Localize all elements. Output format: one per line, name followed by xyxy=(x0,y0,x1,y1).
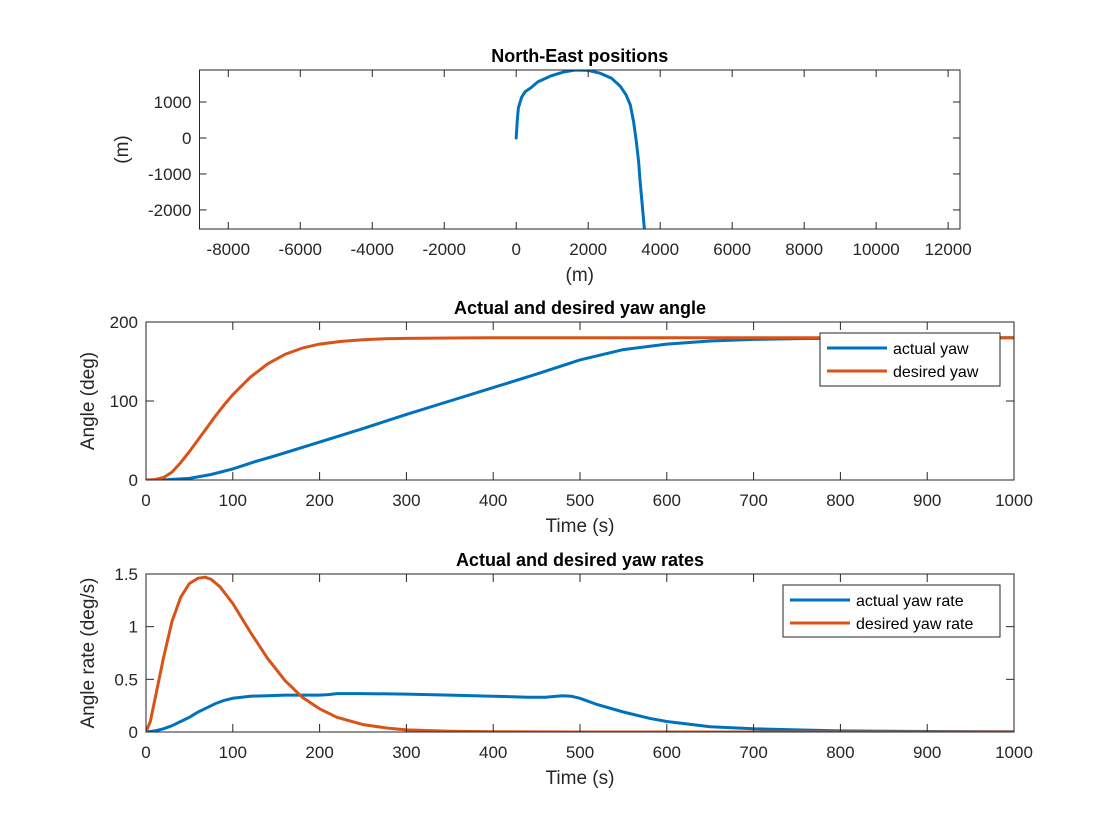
x-tick-label: 500 xyxy=(566,491,594,510)
legend-box xyxy=(819,332,1001,387)
x-tick-label: 800 xyxy=(826,743,854,762)
y-axis-label: Angle (deg) xyxy=(78,352,99,450)
y-tick-label: 1 xyxy=(129,618,138,637)
x-tick-label: 700 xyxy=(739,491,767,510)
x-tick-label: 900 xyxy=(913,743,941,762)
axes-background xyxy=(199,70,960,229)
axes-box xyxy=(145,321,1015,481)
series-line-desired-yaw-rate xyxy=(146,575,1014,732)
legend[interactable]: actual yaw desired yaw xyxy=(819,332,1001,387)
x-tick-label: 600 xyxy=(653,743,681,762)
subplot-1: -8000 -6000 -4000 -2000 0 2000 4000 6000 8000 100… xyxy=(112,46,972,286)
chart-title: Actual and desired yaw rates xyxy=(456,550,704,570)
series-line-actual-yaw-rate xyxy=(146,692,1014,732)
y-axis-label: (m) xyxy=(112,135,133,163)
x-tick-label: 800 xyxy=(826,491,854,510)
x-tick-label: 300 xyxy=(392,743,420,762)
series-group xyxy=(146,336,1014,480)
legend-box xyxy=(782,584,1001,638)
x-axis-label: Time (s) xyxy=(546,768,615,789)
chart-title: Actual and desired yaw angle xyxy=(454,298,706,318)
x-tick-label: -2000 xyxy=(422,240,465,259)
x-tick-label: 2000 xyxy=(569,240,607,259)
x-tick-label: 12000 xyxy=(924,240,971,259)
y-tick-label: -2000 xyxy=(148,201,191,220)
x-tick-label: 100 xyxy=(219,491,247,510)
x-tick-label: 0 xyxy=(511,240,520,259)
y-tick-label: 0.5 xyxy=(114,670,138,689)
legend[interactable]: actual yaw rate desired yaw rate xyxy=(782,584,1001,638)
y-tick-label: 200 xyxy=(110,313,138,332)
y-tick-label: 100 xyxy=(110,392,138,411)
x-tick-label: 0 xyxy=(141,491,150,510)
y-axis-label: Angle rate (deg/s) xyxy=(78,577,99,728)
x-tick-label: -6000 xyxy=(279,240,322,259)
subplot-3: 0 100 200 300 400 500 600 700 800 900 1000 0 0.5 1 1.5… xyxy=(78,550,1033,789)
chart-title: North-East positions xyxy=(491,46,668,66)
x-tick-label: 200 xyxy=(305,743,333,762)
x-tick-label: 500 xyxy=(566,743,594,762)
legend-label: actual yaw xyxy=(893,341,969,358)
x-tick-label: 1000 xyxy=(995,743,1033,762)
y-tick-label: 0 xyxy=(129,723,138,742)
y-tick-label: 1.5 xyxy=(114,565,138,584)
x-axis-label: Time (s) xyxy=(546,516,615,537)
x-tick-label: 0 xyxy=(141,743,150,762)
x-tick-label: 4000 xyxy=(641,240,679,259)
axes-box xyxy=(145,573,1015,733)
series-group xyxy=(146,575,1014,732)
x-tick-label: 1000 xyxy=(995,491,1033,510)
x-tick-label: 700 xyxy=(739,743,767,762)
x-axis-label: (m) xyxy=(566,265,594,286)
y-tick-label: -1000 xyxy=(148,165,191,184)
x-tick-label: 900 xyxy=(913,491,941,510)
x-tick-label: 200 xyxy=(305,491,333,510)
x-tick-label: 400 xyxy=(479,743,507,762)
y-tick-label: 0 xyxy=(182,129,191,148)
series-group xyxy=(514,70,646,229)
axes-box xyxy=(199,69,961,230)
x-tick-label: 6000 xyxy=(713,240,751,259)
x-tick-label: 400 xyxy=(479,491,507,510)
legend-label: desired yaw rate xyxy=(856,616,973,633)
x-tick-label: 10000 xyxy=(852,240,899,259)
x-tick-label: -8000 xyxy=(207,240,250,259)
x-tick-label: -4000 xyxy=(351,240,394,259)
legend-label: actual yaw rate xyxy=(856,593,964,610)
subplot-2: 0 100 200 300 400 500 600 700 800 900 1000 0 100 200 A… xyxy=(78,298,1033,537)
series-line-trajectory xyxy=(514,70,646,229)
x-tick-label: 300 xyxy=(392,491,420,510)
x-tick-label: 600 xyxy=(653,491,681,510)
x-tick-label: 100 xyxy=(219,743,247,762)
y-tick-label: 0 xyxy=(129,471,138,490)
legend-label: desired yaw xyxy=(893,364,979,381)
series-line-desired-yaw xyxy=(146,336,1014,480)
x-tick-label: 8000 xyxy=(785,240,823,259)
y-tick-label: 1000 xyxy=(154,93,192,112)
